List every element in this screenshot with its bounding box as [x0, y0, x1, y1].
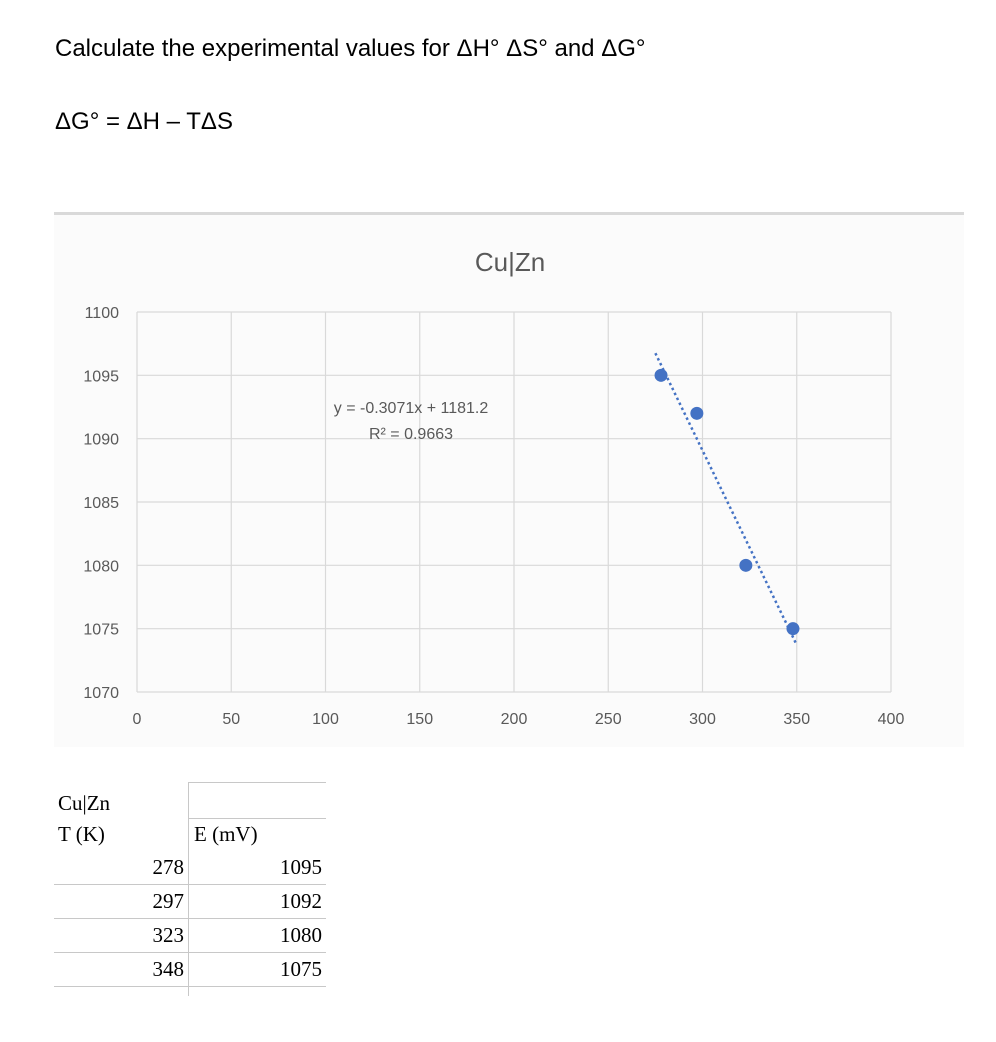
- trendline-equation: y = -0.3071x + 1181.2: [334, 400, 489, 417]
- header-emf: E (mV): [194, 822, 258, 846]
- data-point: [654, 368, 668, 382]
- table-cell: 297: [152, 889, 185, 913]
- chart-title: Cu|Zn: [475, 247, 545, 277]
- x-tick-label: 250: [595, 711, 622, 728]
- table-cell: 348: [152, 957, 185, 981]
- table-rule: [188, 818, 326, 819]
- r-squared-label: R² = 0.9663: [369, 426, 453, 443]
- table-title: Cu|Zn: [58, 791, 111, 815]
- data-point: [739, 558, 753, 572]
- table-cell: 1095: [280, 855, 322, 879]
- table-rule: [54, 918, 326, 919]
- trendline: [654, 352, 798, 646]
- header-temperature: T (K): [58, 822, 105, 846]
- data-point: [786, 622, 800, 636]
- table-cell: 1075: [280, 957, 322, 981]
- table-column-rule: [188, 782, 189, 996]
- question-line-1: Calculate the experimental values for ΔH…: [55, 35, 646, 62]
- x-tick-label: 150: [406, 711, 433, 728]
- x-tick-label: 200: [501, 711, 528, 728]
- y-tick-label: 1075: [83, 622, 119, 639]
- table-cell: 1080: [280, 923, 322, 947]
- y-tick-label: 1080: [83, 558, 119, 575]
- gibbs-equation: ΔG° = ΔH – TΔS: [55, 108, 233, 135]
- x-tick-label: 400: [878, 711, 905, 728]
- x-tick-label: 0: [133, 711, 142, 728]
- x-tick-label: 350: [783, 711, 810, 728]
- y-tick-label: 1095: [83, 368, 119, 385]
- y-tick-label: 1085: [83, 495, 119, 512]
- table-cell: 278: [152, 855, 185, 879]
- table-rule: [54, 952, 326, 953]
- data-point: [690, 406, 704, 420]
- table-rule: [54, 986, 326, 987]
- x-tick-label: 100: [312, 711, 339, 728]
- x-tick-label: 300: [689, 711, 716, 728]
- scatter-chart: 1070 1075 1080 1085 1090 1095 1100 0 50 100 150 200…: [54, 212, 964, 747]
- table-rule: [54, 884, 326, 885]
- y-tick-label: 1070: [83, 685, 119, 702]
- y-tick-label: 1100: [85, 305, 120, 322]
- table-rule: [188, 782, 326, 783]
- table-cell: 323: [152, 923, 185, 947]
- y-tick-label: 1090: [83, 432, 119, 449]
- x-tick-label: 50: [222, 711, 240, 728]
- chart-svg: 1070 1075 1080 1085 1090 1095 1100 0 50 100 150 200…: [83, 247, 905, 728]
- table-cell: 1092: [280, 889, 322, 913]
